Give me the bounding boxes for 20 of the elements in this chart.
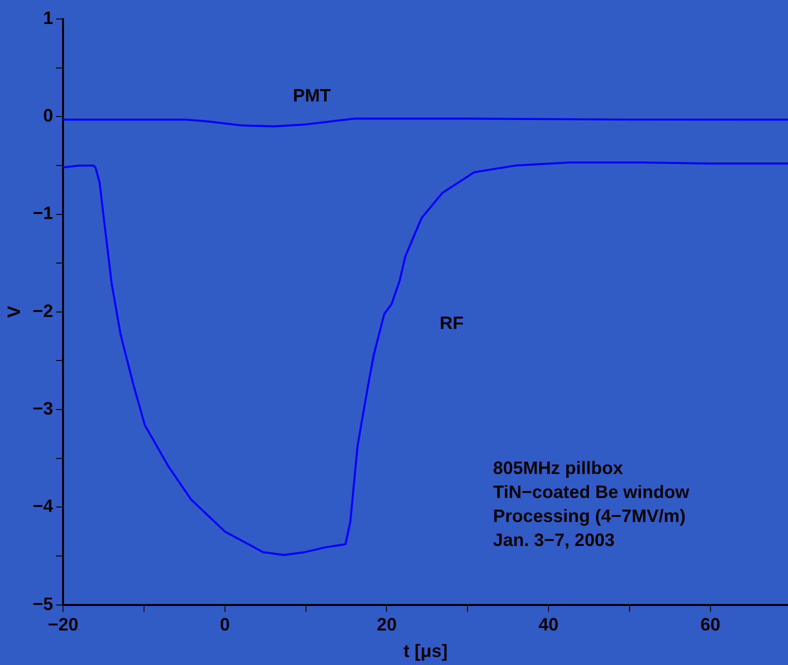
annotation: TiN−coated Be window (493, 482, 690, 502)
annotation: Jan. 3−7, 2003 (493, 530, 615, 550)
x-tick-label: −20 (48, 614, 78, 635)
y-tick-label: −5 (32, 594, 54, 614)
y-tick-label: −3 (32, 398, 54, 418)
x-tick-label: 0 (220, 614, 230, 635)
y-tick-label: −2 (32, 300, 54, 321)
x-axis-title: t [μs] (404, 641, 448, 662)
y-tick-label: −1 (32, 203, 54, 224)
series-label: PMT (292, 85, 331, 106)
x-tick-label: 20 (376, 614, 397, 635)
annotation: 805MHz pillbox (493, 458, 624, 478)
text: RF (440, 313, 464, 334)
annotation: Processing (4−7MV/m) (493, 506, 686, 526)
y-tick-label: −4 (32, 496, 54, 516)
x-tick-label: 60 (700, 614, 720, 635)
y-tick-label: 1 (43, 8, 54, 28)
x-tick-label: 40 (538, 614, 559, 635)
y-tick-label: 0 (43, 106, 54, 126)
y-axis-title: V (4, 306, 24, 318)
